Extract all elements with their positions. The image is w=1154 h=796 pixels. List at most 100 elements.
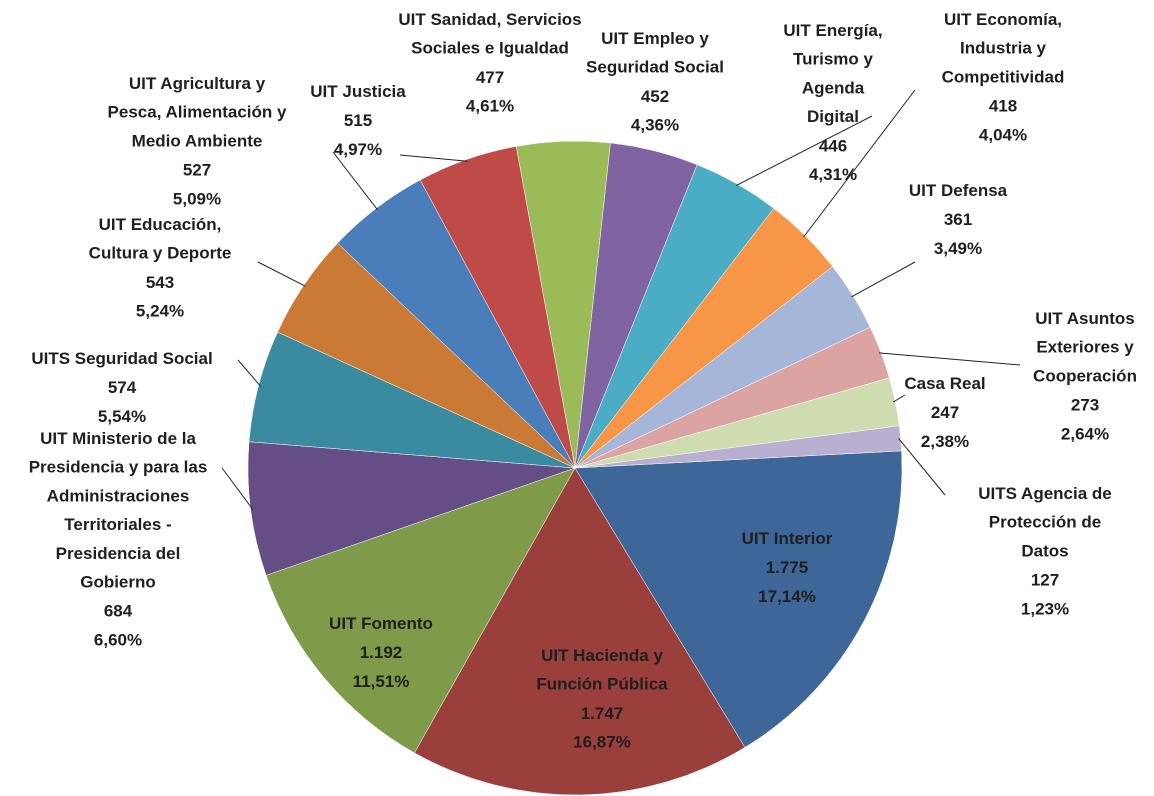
slice-label: UIT Economía, Industria y Competitividad: [942, 10, 1065, 86]
label-line: Agenda: [802, 79, 865, 98]
slice-label: UIT Interior: [742, 529, 833, 548]
label-line: UIT Sanidad, Servicios: [398, 10, 581, 29]
slice-label: UIT Agricultura y Pesca, Alimentación y Me…: [108, 74, 287, 150]
label-line: UIT Hacienda y: [541, 646, 663, 665]
percentage-label: 17,14%: [758, 587, 816, 606]
leader-line: [898, 438, 946, 496]
value-label: 418: [989, 97, 1017, 116]
label-line: UIT Agricultura y: [129, 74, 266, 93]
value-label: 1.775: [766, 558, 809, 577]
label-line: Pesca, Alimentación y: [108, 103, 287, 122]
slice-label: UIT Defensa: [909, 181, 1008, 200]
label-line: Administraciones: [47, 487, 190, 506]
label-line: Gobierno: [80, 573, 156, 592]
percentage-label: 11,51%: [353, 672, 410, 691]
label-line: UIT Educación,: [99, 215, 222, 234]
label-line: Digital: [807, 108, 859, 127]
value-label: 452: [641, 87, 669, 106]
label-line: Datos: [1021, 542, 1068, 561]
slice-label: UIT Fomento: [329, 614, 433, 633]
label-line: UITS Seguridad Social: [31, 349, 212, 368]
slice-label: UIT Justicia: [310, 82, 406, 101]
value-label: 527: [183, 161, 211, 180]
percentage-label: 2,64%: [1061, 424, 1109, 443]
label-line: Industria y: [960, 39, 1047, 58]
slice-label: Casa Real: [904, 374, 985, 393]
percentage-label: 3,49%: [934, 239, 982, 258]
slice-label: UIT Ministerio de la Presidencia y para l…: [29, 429, 208, 592]
leader-line: [803, 89, 916, 238]
percentage-label: 16,87%: [573, 733, 631, 752]
label-line: Presidencia del: [56, 544, 181, 563]
leader-line: [892, 394, 906, 403]
slice-label: UIT Energía, Turismo y Agenda Digital: [783, 21, 882, 126]
value-label: 515: [344, 111, 372, 130]
label-line: UIT Ministerio de la: [40, 429, 196, 448]
leader-line: [851, 261, 916, 298]
label-line: UIT Asuntos: [1035, 309, 1134, 328]
slice-label: UIT Asuntos Exteriores y Cooperación: [1033, 309, 1137, 385]
leader-line: [332, 151, 378, 211]
slice-label: UIT Empleo y Seguridad Social: [586, 29, 724, 77]
slice-label: UIT Sanidad, Servicios Sociales e Igualda…: [398, 10, 581, 58]
pie-slice: [265, 467, 576, 754]
label-line: Competitividad: [942, 68, 1065, 87]
pie-slice: [574, 450, 903, 748]
value-label: 127: [1031, 571, 1059, 590]
label-line: UIT Energía,: [783, 21, 882, 40]
leader-line: [221, 467, 254, 510]
percentage-label: 2,38%: [921, 432, 969, 451]
label-line: UIT Fomento: [329, 614, 433, 633]
leader-line: [735, 115, 873, 187]
label-line: Protección de: [989, 513, 1101, 532]
label-line: Función Pública: [536, 675, 668, 694]
value-label: 247: [931, 403, 959, 422]
label-line: Territoriales -: [64, 516, 171, 535]
value-label: 273: [1071, 396, 1099, 415]
value-label: 574: [108, 378, 137, 397]
value-label: 477: [476, 68, 504, 87]
label-line: Medio Ambiente: [132, 132, 263, 151]
label-line: UIT Defensa: [909, 181, 1008, 200]
percentage-label: 6,60%: [94, 630, 142, 649]
value-label: 543: [146, 273, 174, 292]
slice-label: UITS Agencia de Protección de Datos: [978, 484, 1112, 560]
percentage-label: 4,36%: [631, 116, 679, 135]
percentage-label: 4,61%: [466, 97, 514, 116]
label-line: Exteriores y: [1036, 338, 1134, 357]
label-line: Seguridad Social: [586, 58, 724, 77]
label-line: Turismo y: [793, 50, 874, 69]
slice-label: UITS Seguridad Social: [31, 349, 212, 368]
value-label: 446: [819, 136, 847, 155]
value-label: 1.192: [360, 643, 403, 662]
label-line: UITS Agencia de: [978, 484, 1112, 503]
label-line: UIT Economía,: [944, 10, 1062, 29]
percentage-label: 4,04%: [979, 125, 1027, 144]
pie-slice: [414, 467, 746, 796]
leader-line: [257, 261, 306, 287]
percentage-label: 5,09%: [173, 189, 221, 208]
value-label: 361: [944, 210, 972, 229]
slice-label: UIT Hacienda y Función Pública: [536, 646, 668, 694]
label-line: Casa Real: [904, 374, 985, 393]
percentage-label: 4,97%: [334, 140, 382, 159]
leader-line: [878, 352, 1021, 366]
slice-label: UIT Educación, Cultura y Deporte: [89, 215, 232, 263]
label-line: UIT Empleo y: [601, 29, 709, 48]
label-line: Presidencia y para las: [29, 458, 208, 477]
percentage-label: 1,23%: [1021, 599, 1069, 618]
percentage-label: 5,24%: [136, 302, 184, 321]
leader-line: [237, 359, 261, 387]
percentage-label: 4,31%: [809, 165, 857, 184]
pie-slice: [574, 425, 902, 469]
label-line: Sociales e Igualdad: [411, 39, 569, 58]
value-label: 684: [104, 602, 133, 621]
leader-line: [399, 154, 468, 162]
label-line: Cultura y Deporte: [89, 244, 232, 263]
percentage-label: 5,54%: [98, 407, 146, 426]
value-label: 1.747: [581, 704, 624, 723]
label-line: UIT Interior: [742, 529, 833, 548]
pie-slice: [247, 441, 576, 576]
label-line: UIT Justicia: [310, 82, 406, 101]
